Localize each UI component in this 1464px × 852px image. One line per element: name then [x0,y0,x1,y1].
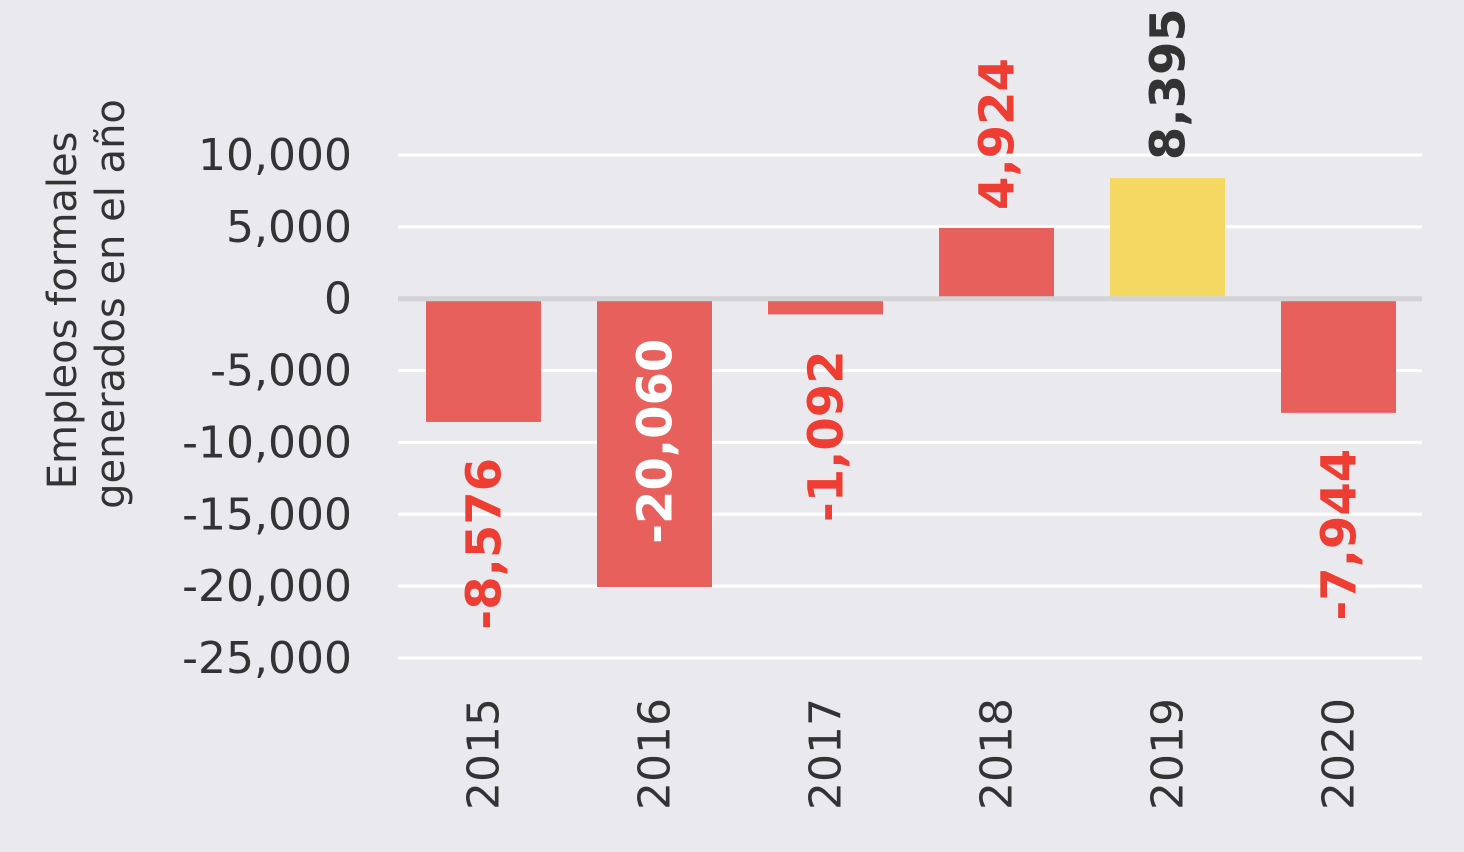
gridlines [398,153,1422,660]
x-tick-label: 2018 [972,698,1023,810]
x-tick-label: 2019 [1143,698,1194,810]
y-tick-label: 10,000 [198,130,352,181]
x-tick-label: 2017 [801,698,852,810]
bar [1110,178,1225,299]
y-tick-label: -20,000 [182,561,352,612]
bars [426,178,1396,588]
y-tick-label: -5,000 [210,346,352,397]
y-tick-label: -10,000 [182,417,352,468]
y-tick-label: -15,000 [182,489,352,540]
bar [939,227,1054,299]
bar [426,298,541,422]
data-labels: -8,576 -20,060 -1,092 4,924 8,395 -7,944 [457,8,1368,629]
y-axis-ticks: 10,000 5,000 0 -5,000 -10,000 -15,000 -20,000 -… [182,130,352,684]
x-tick-label: 2016 [630,698,681,810]
data-label: -7,944 [1312,449,1368,621]
x-tick-label: 2020 [1314,698,1365,810]
data-label: 8,395 [1141,8,1197,160]
bar [1281,298,1396,413]
y-axis-title-line-1: Empleos formales [40,132,86,490]
y-tick-label: 5,000 [226,202,352,253]
data-label: 4,924 [970,58,1026,210]
data-label: -8,576 [457,458,513,630]
y-axis-title-line-2: generados en el año [88,99,134,509]
bar [768,298,883,315]
y-tick-label: 0 [324,274,352,325]
y-axis-title: Empleos formales generados en el año [40,99,134,509]
data-label: -1,092 [799,350,855,522]
data-label: -20,060 [628,339,684,544]
bar [597,298,712,588]
x-axis-ticks: 2015 2016 2017 2018 2019 2020 [459,698,1365,810]
y-tick-label: -25,000 [182,633,352,684]
x-tick-label: 2015 [459,698,510,810]
